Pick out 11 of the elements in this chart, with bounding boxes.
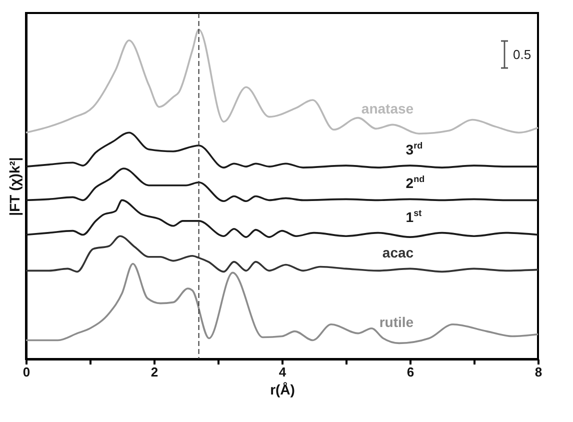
series-label: anatase xyxy=(361,100,414,117)
x-tick-label: 6 xyxy=(406,364,414,380)
series-label: rutile xyxy=(379,314,414,330)
series-label: acac xyxy=(382,244,414,261)
x-axis-title: r(Å) xyxy=(270,382,295,398)
x-tick-label: 4 xyxy=(278,364,287,380)
annotation: 0.5 xyxy=(513,47,532,62)
x-tick-label: 8 xyxy=(534,364,542,380)
y-axis-title: |FT (χ)k²| xyxy=(6,157,24,216)
x-tick-label: 0 xyxy=(22,364,30,380)
x-tick-label: 2 xyxy=(150,364,158,380)
